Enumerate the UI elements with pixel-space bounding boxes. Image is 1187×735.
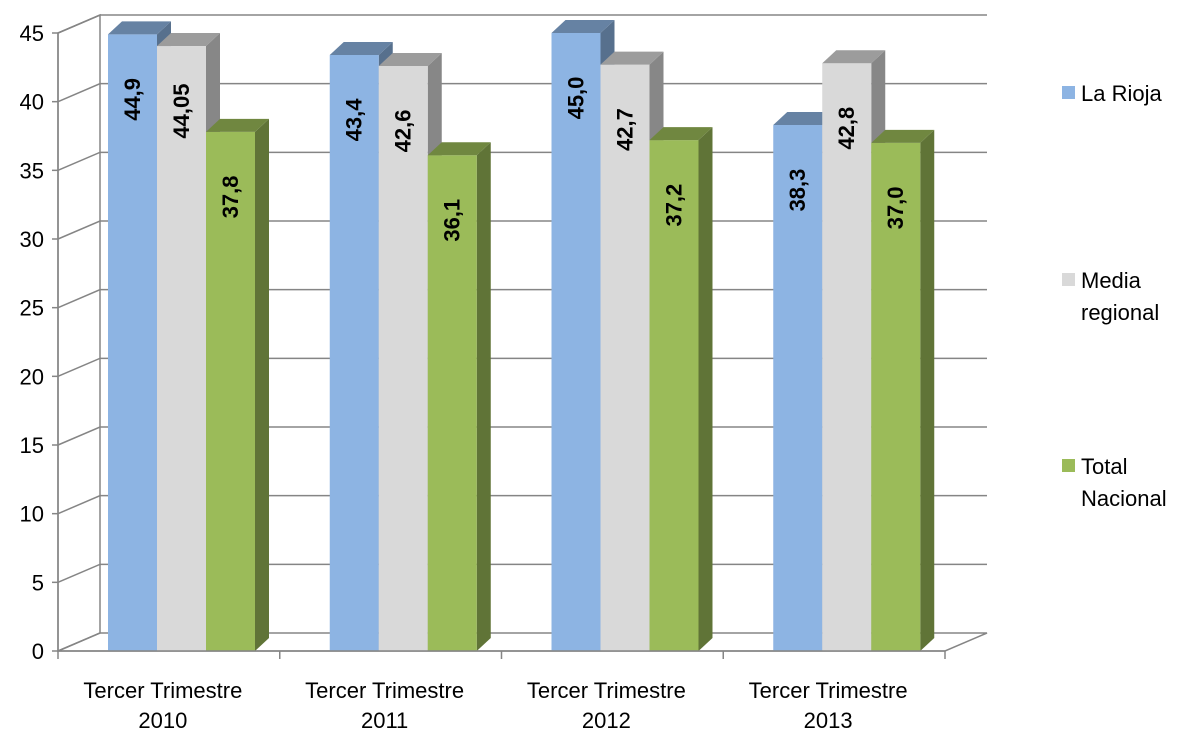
bar-top-la-rioja-2 <box>551 20 615 33</box>
gridlines <box>57 14 987 584</box>
gridline-45 <box>57 14 987 34</box>
y-tick-label-40: 40 <box>20 90 44 115</box>
gridline-40 <box>57 82 987 103</box>
y-tick-label-30: 30 <box>20 227 44 252</box>
y-tick-label-15: 15 <box>20 433 44 458</box>
bar-front-la-rioja-3 <box>773 125 823 652</box>
bar-total-nacional-0 <box>206 118 269 651</box>
data-label-total-nacional-1: 36,1 <box>440 199 465 242</box>
y-tick-label-10: 10 <box>20 502 44 527</box>
legend-item-media-regional: Media regional <box>1062 265 1185 329</box>
bar-front-la-rioja-0 <box>108 34 157 651</box>
bars <box>108 20 935 652</box>
y-tick-label-45: 45 <box>20 21 44 46</box>
data-labels: 44,9 44,05 37,8 43,4 42,6 36,1 45,0 42,7 37,2 38,… <box>120 77 908 242</box>
y-axis: 0 5 10 15 20 25 30 35 40 45 <box>20 21 59 664</box>
data-label-total-nacional-0: 37,8 <box>218 175 243 218</box>
bar-side-total-nacional-2 <box>698 127 713 652</box>
bar-top-media-regional-0 <box>157 33 220 47</box>
x-tick-label-1: Tercer Trimestre 2011 <box>305 678 464 733</box>
data-label-la-rioja-2: 45,0 <box>564 77 589 120</box>
side-wall <box>57 13 101 653</box>
legend: La Rioja Media regional Total Nacional <box>1062 78 1187 538</box>
bar-top-la-rioja-1 <box>329 41 393 55</box>
bar-top-total-nacional-1 <box>427 142 491 156</box>
bar-front-media-regional-2 <box>600 64 650 651</box>
bar-front-media-regional-3 <box>822 63 872 652</box>
data-label-total-nacional-2: 37,2 <box>662 184 687 227</box>
bar-top-media-regional-3 <box>822 50 886 64</box>
legend-item-total-nacional: Total Nacional <box>1062 451 1185 515</box>
bar-top-media-regional-2 <box>600 51 664 65</box>
legend-label-total-nacional: Total Nacional <box>1081 454 1167 511</box>
bar-total-nacional-1 <box>427 142 491 651</box>
bar-front-total-nacional-2 <box>649 140 699 651</box>
y-tick-label-5: 5 <box>32 570 44 595</box>
bar-front-la-rioja-2 <box>551 33 601 651</box>
y-tick-label-35: 35 <box>20 158 44 183</box>
data-label-total-nacional-3: 37,0 <box>883 186 908 229</box>
x-tick-label-0: Tercer Trimestre 2010 <box>83 678 242 733</box>
legend-label-media-regional: Media regional <box>1081 268 1160 325</box>
bar-total-nacional-3 <box>871 129 935 651</box>
y-tick-label-25: 25 <box>20 296 44 321</box>
data-label-media-regional-0: 44,05 <box>169 84 194 139</box>
bar-front-la-rioja-1 <box>329 54 379 652</box>
bar-front-total-nacional-0 <box>206 131 255 651</box>
x-tick-label-3: Tercer Trimestre 2013 <box>749 678 908 733</box>
data-label-la-rioja-1: 43,4 <box>342 98 367 142</box>
data-label-media-regional-3: 42,8 <box>834 107 859 150</box>
y-tick-label-20: 20 <box>20 364 44 389</box>
bar-front-total-nacional-1 <box>427 155 477 651</box>
bar-front-media-regional-1 <box>378 65 428 651</box>
legend-swatch-la-rioja <box>1062 86 1075 99</box>
bar-side-total-nacional-0 <box>255 118 269 651</box>
legend-swatch-total-nacional <box>1062 459 1075 472</box>
bar-front-media-regional-0 <box>157 46 206 651</box>
data-label-media-regional-1: 42,6 <box>391 110 416 153</box>
legend-swatch-media-regional <box>1062 273 1075 286</box>
bar-top-media-regional-1 <box>378 52 442 66</box>
x-tick-label-2: Tercer Trimestre 2012 <box>527 678 686 733</box>
data-label-la-rioja-0: 44,9 <box>120 78 145 121</box>
bar-side-total-nacional-1 <box>476 142 491 651</box>
x-axis: Tercer Trimestre 2010 Tercer Trimestre 2011… <box>57 650 946 733</box>
bar-total-nacional-2 <box>649 127 713 652</box>
bar-top-la-rioja-3 <box>773 112 837 126</box>
bar-top-total-nacional-3 <box>871 129 935 143</box>
bar-top-total-nacional-0 <box>206 118 269 132</box>
legend-label-la-rioja: La Rioja <box>1081 81 1162 106</box>
bar-top-total-nacional-2 <box>649 127 713 141</box>
y-tick-label-0: 0 <box>32 639 44 664</box>
data-label-la-rioja-3: 38,3 <box>785 169 810 212</box>
bar-front-total-nacional-3 <box>871 142 921 651</box>
data-label-media-regional-2: 42,7 <box>613 108 638 151</box>
bar-side-total-nacional-3 <box>920 129 935 651</box>
legend-item-la-rioja: La Rioja <box>1062 78 1185 110</box>
bar-top-la-rioja-0 <box>108 21 171 35</box>
